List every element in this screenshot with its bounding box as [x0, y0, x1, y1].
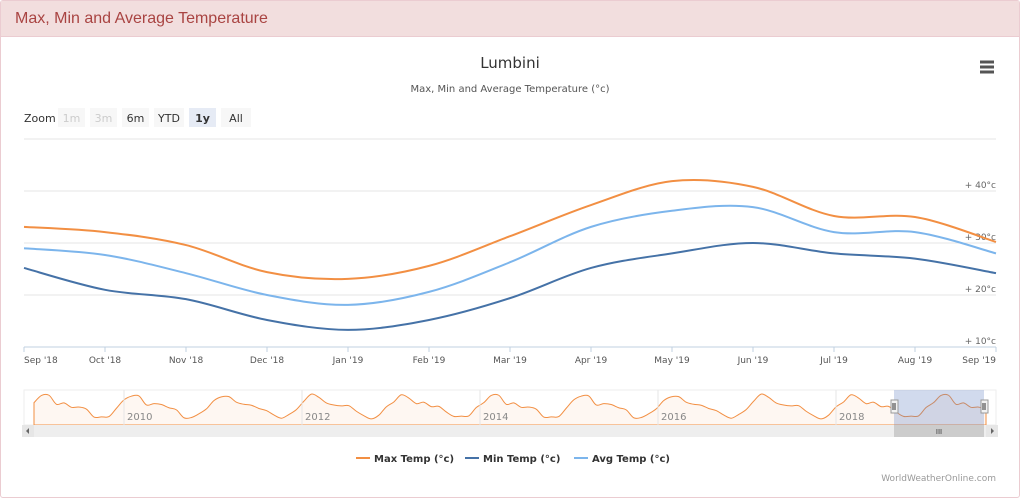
scrollbar-grip: III [936, 428, 942, 436]
y-tick-label: + 20°c [965, 285, 996, 295]
x-tick-label: Feb '19 [413, 356, 446, 366]
y-tick-label: + 10°c [965, 337, 996, 347]
zoom-button-all[interactable]: All [221, 108, 251, 127]
chart-title: Lumbini [480, 54, 540, 72]
x-tick-label: Oct '18 [89, 356, 122, 366]
scrollbar-right-button[interactable] [986, 425, 998, 437]
series-line-max[interactable] [23, 178, 997, 281]
zoom-button-6m[interactable]: 6m [122, 108, 149, 127]
context-menu-button[interactable] [977, 57, 997, 77]
menu-icon [980, 60, 994, 74]
zoom-button-label: All [229, 112, 243, 125]
zoom-button-label: 1y [195, 112, 210, 125]
navigator-handle-right[interactable] [980, 399, 989, 414]
zoom-button-3m: 3m [90, 108, 117, 127]
y-tick-label: + 30°c [965, 233, 996, 243]
navigator-series [33, 393, 987, 426]
x-tick-label: Nov '18 [169, 356, 204, 366]
navigator-year-label: 2012 [305, 412, 330, 423]
navigator-handle-left[interactable] [890, 399, 899, 414]
chart-subtitle: Max, Min and Average Temperature (°c) [410, 84, 609, 95]
series-line-min[interactable] [23, 241, 997, 331]
x-tick-label: Aug '19 [898, 356, 933, 366]
chart-credit[interactable]: WorldWeatherOnline.com [881, 474, 996, 484]
arrow-left-icon [26, 428, 29, 434]
zoom-button-label: 1m [63, 112, 81, 125]
x-tick-label: May '19 [654, 356, 690, 366]
zoom-button-ytd[interactable]: YTD [154, 108, 184, 127]
zoom-button-1m: 1m [58, 108, 85, 127]
navigator[interactable] [23, 389, 997, 426]
navigator-year-label: 2016 [661, 412, 686, 423]
zoom-button-label: 6m [127, 112, 145, 125]
series-line-avg[interactable] [23, 204, 997, 306]
legend-label: Min Temp (°c) [483, 454, 560, 465]
zoom-button-1y[interactable]: 1y [189, 108, 216, 127]
navigator-year-label: 2014 [483, 412, 508, 423]
x-tick-label: Jun '19 [737, 356, 769, 366]
arrow-right-icon [991, 428, 994, 434]
legend-item-max[interactable]: Max Temp (°c) [356, 454, 454, 465]
legend-label: Avg Temp (°c) [592, 454, 670, 465]
zoom-button-label: 3m [95, 112, 113, 125]
scrollbar-track[interactable] [24, 425, 996, 437]
zoom-label: Zoom [24, 112, 56, 125]
y-tick-label: + 40°c [965, 181, 996, 191]
x-tick-label: Sep '19 [962, 356, 996, 366]
navigator-year-label: 2010 [127, 412, 152, 423]
x-tick-label: Apr '19 [575, 356, 608, 366]
scrollbar-thumb[interactable]: III [894, 425, 984, 437]
navigator-selected-range[interactable] [894, 390, 984, 425]
legend-label: Max Temp (°c) [374, 454, 454, 465]
x-tick-label: Mar '19 [493, 356, 527, 366]
x-tick-label: Jan '19 [332, 356, 364, 366]
zoom-button-label: YTD [157, 112, 180, 125]
legend-item-avg[interactable]: Avg Temp (°c) [574, 454, 670, 465]
scrollbar-left-button[interactable] [22, 425, 34, 437]
panel-title: Max, Min and Average Temperature [1, 1, 1019, 37]
navigator-year-label: 2018 [839, 412, 864, 423]
x-tick-label: Dec '18 [250, 356, 284, 366]
x-tick-label: Jul '19 [819, 356, 848, 366]
legend-item-min[interactable]: Min Temp (°c) [465, 454, 560, 465]
x-tick-label: Sep '18 [24, 356, 58, 366]
